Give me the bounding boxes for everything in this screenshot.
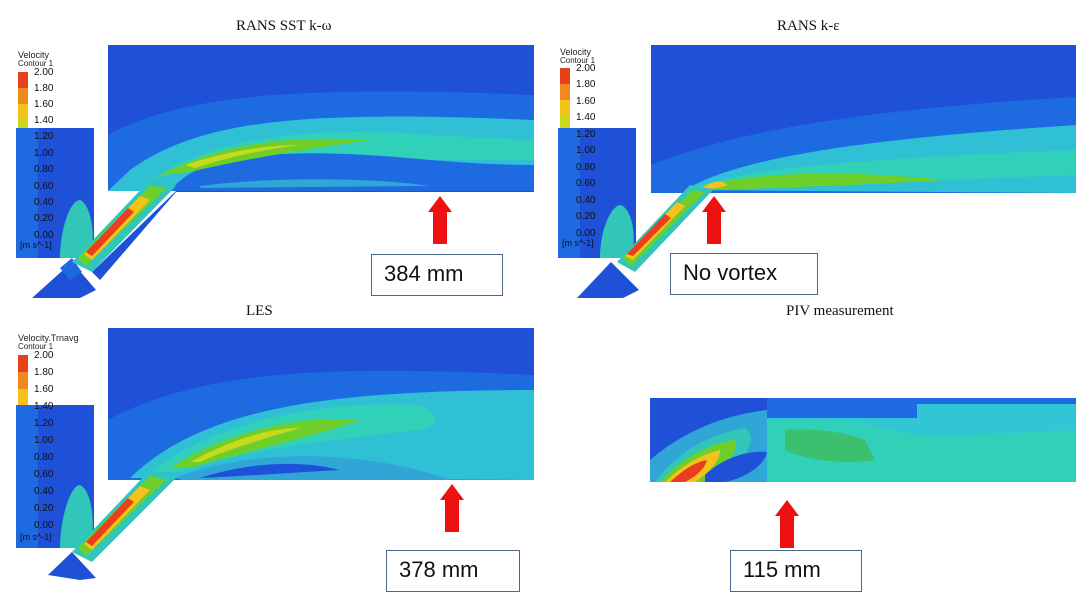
panel-title: RANS SST k-ω — [236, 18, 332, 34]
panel-piv: PIV measurement 115 mm — [545, 300, 1087, 605]
legend-tick: 1.80 — [34, 367, 54, 378]
flow-contour-plot — [16, 45, 534, 298]
legend-tick: 1.00 — [576, 145, 596, 156]
legend-title: Velocity — [18, 50, 50, 60]
legend-tick: 2.00 — [34, 67, 54, 78]
legend-tick: 1.00 — [34, 435, 54, 446]
panel-title: RANS k-ε — [777, 18, 840, 34]
legend-tick: 0.20 — [34, 213, 54, 224]
legend-tick: 1.60 — [576, 96, 596, 107]
legend-title: Velocity.Trnavg — [18, 333, 79, 343]
legend-tick: 0.20 — [34, 503, 54, 514]
legend-tick: 1.20 — [576, 129, 596, 140]
legend-tick: 0.00 — [576, 228, 596, 239]
legend-tick: 1.40 — [34, 115, 54, 126]
panel-rans-sst: RANS SST k-ω Velocity Contour 1 — [0, 0, 545, 300]
legend-tick: 1.80 — [576, 79, 596, 90]
legend-tick: 0.80 — [576, 162, 596, 173]
callout-box: 378 mm — [386, 550, 520, 592]
callout-box: 384 mm — [371, 254, 503, 296]
legend-tick: 0.60 — [34, 469, 54, 480]
legend-tick: 0.40 — [34, 197, 54, 208]
arrow-icon — [440, 484, 464, 532]
legend-tick: 0.00 — [34, 520, 54, 531]
legend-tick: 2.00 — [34, 350, 54, 361]
arrow-icon — [702, 196, 726, 244]
legend-tick: 0.60 — [34, 181, 54, 192]
panel-title: PIV measurement — [786, 303, 894, 319]
legend-tick: 0.40 — [34, 486, 54, 497]
legend-tick: 1.40 — [576, 112, 596, 123]
legend-subtitle: Contour 1 — [560, 56, 596, 65]
callout-box: No vortex — [670, 253, 818, 295]
legend-subtitle: Contour 1 — [18, 59, 54, 68]
legend-unit: [m s^-1] — [20, 240, 52, 250]
legend-tick: 1.60 — [34, 99, 54, 110]
legend-tick: 0.00 — [34, 230, 54, 241]
legend-tick: 0.40 — [576, 195, 596, 206]
legend-tick: 0.20 — [576, 211, 596, 222]
legend-tick: 0.80 — [34, 452, 54, 463]
legend-unit: [m s^-1] — [20, 532, 52, 542]
legend-tick: 1.60 — [34, 384, 54, 395]
legend-tick: 1.40 — [34, 401, 54, 412]
legend-tick: 1.00 — [34, 148, 54, 159]
flow-contour-plot — [16, 328, 534, 580]
panel-les: LES Velocity.Trnavg Contour 1 — [0, 300, 545, 605]
legend-tick: 0.80 — [34, 164, 54, 175]
legend-tick: 2.00 — [576, 63, 596, 74]
legend-title: Velocity — [560, 47, 592, 57]
arrow-icon — [428, 196, 452, 244]
callout-box: 115 mm — [730, 550, 862, 592]
legend-tick: 1.20 — [34, 418, 54, 429]
panel-rans-ke: RANS k-ε Velocity Contour 1 2.00 — [545, 0, 1087, 300]
flow-contour-plot — [650, 398, 1076, 548]
legend-tick: 0.60 — [576, 178, 596, 189]
arrow-icon — [775, 500, 799, 548]
legend-subtitle: Contour 1 — [18, 342, 54, 351]
panel-title: LES — [246, 303, 273, 319]
legend-unit: [m s^-1] — [562, 238, 594, 248]
legend-tick: 1.80 — [34, 83, 54, 94]
flow-contour-plot — [558, 45, 1076, 298]
legend-tick: 1.20 — [34, 131, 54, 142]
